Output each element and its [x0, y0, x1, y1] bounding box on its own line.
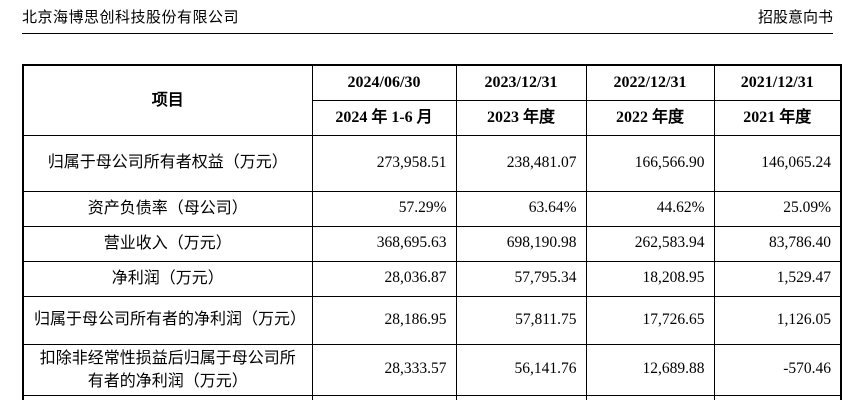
table-row-net-profit-parent: 归属于母公司所有者的净利润（万元） 28,186.95 57,811.75 17… [22, 295, 842, 345]
row-value [585, 394, 715, 400]
table-row-clipped [22, 394, 842, 400]
row-value: 262,583.94 [585, 225, 715, 262]
row-value: 57.29% [311, 190, 457, 227]
row-value: 12,689.88 [585, 343, 715, 396]
row-value: 83,786.40 [713, 225, 842, 262]
row-value: 44.62% [585, 190, 715, 227]
row-value [713, 394, 842, 400]
company-name: 北京海博思创科技股份有限公司 [22, 10, 240, 26]
row-value: 166,566.90 [585, 134, 715, 192]
row-label [22, 394, 313, 400]
row-value: 57,795.34 [455, 260, 587, 297]
row-value: 28,186.95 [311, 295, 457, 345]
table-header: 项目 2024/06/30 2023/12/31 2022/12/31 2021… [22, 64, 842, 136]
row-value: 273,958.51 [311, 134, 457, 192]
row-value: 63.64% [455, 190, 587, 227]
document-title: 招股意向书 [757, 10, 833, 26]
header-date-2024: 2024/06/30 [311, 64, 457, 101]
table-row-revenue: 营业收入（万元） 368,695.63 698,190.98 262,583.9… [22, 225, 842, 262]
row-value: 17,726.65 [585, 295, 715, 345]
page-header: 北京海博思创科技股份有限公司 招股意向书 [22, 8, 833, 34]
header-date-2021: 2021/12/31 [713, 64, 842, 101]
header-row-dates: 项目 2024/06/30 2023/12/31 2022/12/31 2021… [22, 64, 842, 136]
row-value [455, 394, 587, 400]
row-label: 营业收入（万元） [22, 225, 313, 262]
row-value: 698,190.98 [455, 225, 587, 262]
row-value: 368,695.63 [311, 225, 457, 262]
table-row-net-profit: 净利润（万元） 28,036.87 57,795.34 18,208.95 1,… [22, 260, 842, 297]
header-period-2023: 2023 年度 [455, 99, 587, 136]
row-value: 56,141.76 [455, 343, 587, 396]
header-item-column: 项目 [22, 64, 313, 136]
row-label: 资产负债率（母公司） [22, 190, 313, 227]
row-value: 57,811.75 [455, 295, 587, 345]
row-value: 28,036.87 [311, 260, 457, 297]
row-label: 归属于母公司所有者的净利润（万元） [22, 295, 313, 345]
table-row-equity: 归属于母公司所有者权益（万元） 273,958.51 238,481.07 16… [22, 134, 842, 192]
row-value: 146,065.24 [713, 134, 842, 192]
row-value: 18,208.95 [585, 260, 715, 297]
row-label: 扣除非经常性损益后归属于母公司所有者的净利润（万元） [22, 343, 313, 396]
table-body: 归属于母公司所有者权益（万元） 273,958.51 238,481.07 16… [22, 134, 842, 400]
row-value [311, 394, 457, 400]
table-row-debt-ratio: 资产负债率（母公司） 57.29% 63.64% 44.62% 25.09% [22, 190, 842, 227]
row-value: 1,529.47 [713, 260, 842, 297]
row-label: 归属于母公司所有者权益（万元） [22, 134, 313, 192]
header-row-periods: 2024 年 1-6 月 2023 年度 2022 年度 2021 年度 [23, 99, 842, 136]
financial-summary-table: 项目 2024/06/30 2023/12/31 2022/12/31 2021… [22, 64, 842, 400]
row-label: 净利润（万元） [22, 260, 313, 297]
header-date-2022: 2022/12/31 [585, 64, 715, 101]
row-value: -570.46 [713, 343, 842, 396]
row-value: 238,481.07 [455, 134, 587, 192]
header-period-2022: 2022 年度 [585, 99, 715, 136]
row-value: 28,333.57 [311, 343, 457, 396]
header-date-2023: 2023/12/31 [455, 64, 587, 101]
table-row-net-profit-deducted: 扣除非经常性损益后归属于母公司所有者的净利润（万元） 28,333.57 56,… [22, 343, 842, 396]
row-value: 25.09% [713, 190, 842, 227]
header-period-2021: 2021 年度 [713, 99, 842, 136]
header-period-2024: 2024 年 1-6 月 [311, 99, 457, 136]
row-value: 1,126.05 [713, 295, 842, 345]
